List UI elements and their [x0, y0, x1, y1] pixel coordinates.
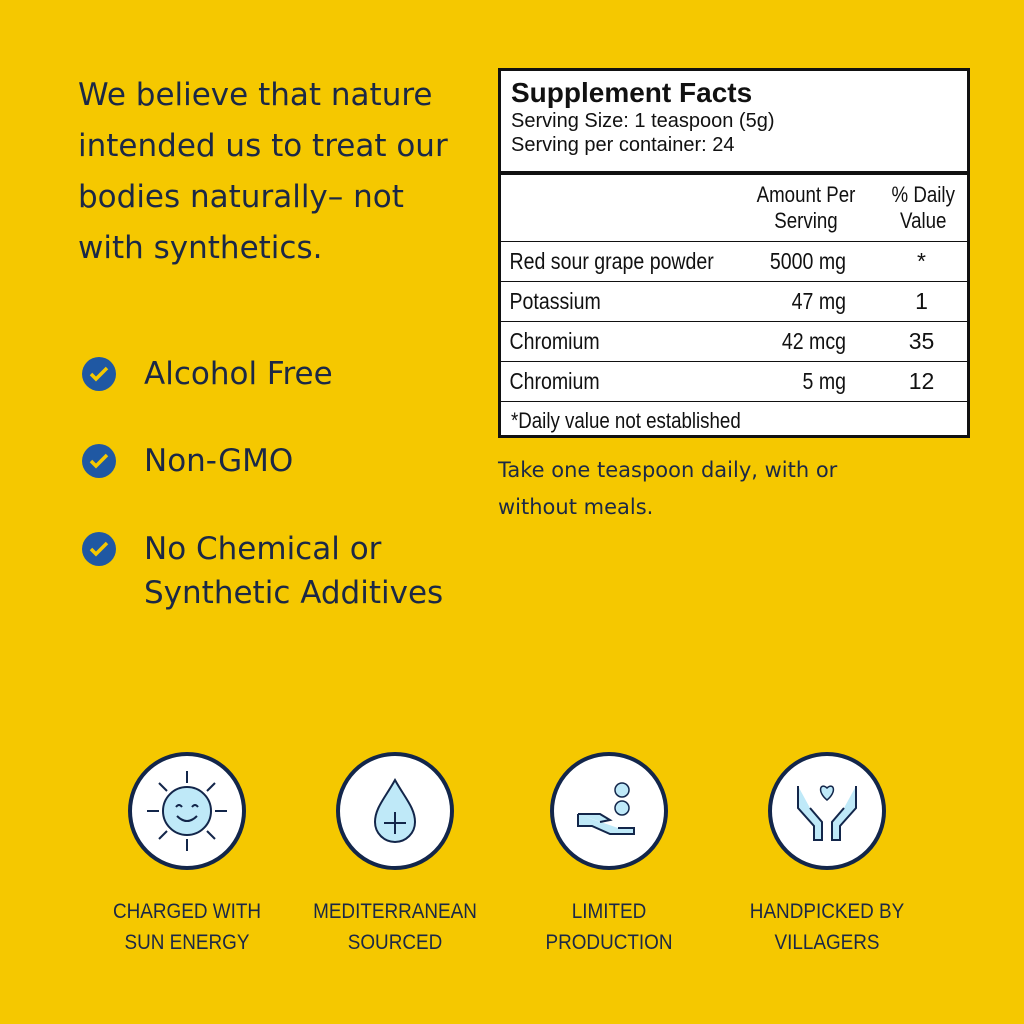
badge-label: CHARGED WITH SUN ENERGY — [112, 900, 262, 954]
ingredient: Chromium — [509, 328, 600, 354]
amount: 42 mcg — [781, 328, 846, 354]
daily-value: 12 — [908, 368, 935, 394]
headline: We believe that nature intended us to tr… — [78, 77, 448, 266]
check-circle-icon — [82, 357, 116, 391]
feature-non-gmo: Non-GMO — [82, 439, 293, 483]
daily-value: 35 — [908, 328, 935, 354]
facts-title: Supplement Facts — [511, 77, 753, 108]
daily-value: 1 — [915, 288, 928, 314]
badge-hands-heart — [768, 752, 886, 870]
table-row: Chromium 42 mcg 35 — [501, 321, 967, 361]
supplement-facts-panel: Supplement Facts Serving Size: 1 teaspoo… — [498, 68, 970, 438]
daily-value: * — [917, 248, 926, 274]
header-daily-value: % Daily Value — [891, 182, 955, 233]
table-row: Red sour grape powder 5000 mg * — [501, 241, 967, 281]
hand-with-seeds-icon — [577, 782, 635, 835]
amount: 5000 mg — [769, 248, 846, 274]
servings-per-container: Serving per container: 24 — [511, 134, 735, 156]
facts-footnote: *Daily value not established — [501, 401, 967, 440]
hands-heart-icon — [797, 785, 857, 841]
facts-table: Amount Per Serving % Daily Value Red sou… — [501, 171, 967, 440]
amount: 5 mg — [802, 368, 846, 394]
badge-label: MEDITERRANEAN SOURCED — [313, 900, 477, 954]
ingredient: Chromium — [509, 368, 600, 394]
badge-label: LIMITED PRODUCTION — [545, 900, 673, 954]
feature-label: No Chemical or Synthetic Additives — [144, 531, 444, 611]
ingredient: Potassium — [509, 288, 601, 314]
ingredient: Red sour grape powder — [509, 248, 714, 274]
table-row: Chromium 5 mg 12 — [501, 361, 967, 401]
feature-label: Alcohol Free — [144, 356, 333, 392]
serving-size: Serving Size: 1 teaspoon (5g) — [511, 110, 775, 132]
table-header: Amount Per Serving % Daily Value — [501, 175, 967, 241]
check-circle-icon — [82, 444, 116, 478]
badge-label: HANDPICKED BY VILLAGERS — [749, 900, 905, 954]
feature-label: Non-GMO — [144, 443, 294, 479]
amount: 47 mg — [791, 288, 846, 314]
table-row: Potassium 47 mg 1 — [501, 281, 967, 321]
feature-alcohol-free: Alcohol Free — [82, 352, 333, 396]
water-drop-plus-icon — [373, 777, 417, 843]
header-amount: Amount Per Serving — [756, 182, 856, 233]
badge-hand — [550, 752, 668, 870]
badge-drop — [336, 752, 454, 870]
badge-sun — [128, 752, 246, 870]
check-circle-icon — [82, 532, 116, 566]
smiling-sun-icon — [147, 771, 227, 851]
footnote-text: *Daily value not established — [511, 408, 741, 433]
feature-no-additives: No Chemical or Synthetic Additives — [82, 527, 482, 615]
directions: Take one teaspoon daily, with or without… — [498, 458, 838, 519]
